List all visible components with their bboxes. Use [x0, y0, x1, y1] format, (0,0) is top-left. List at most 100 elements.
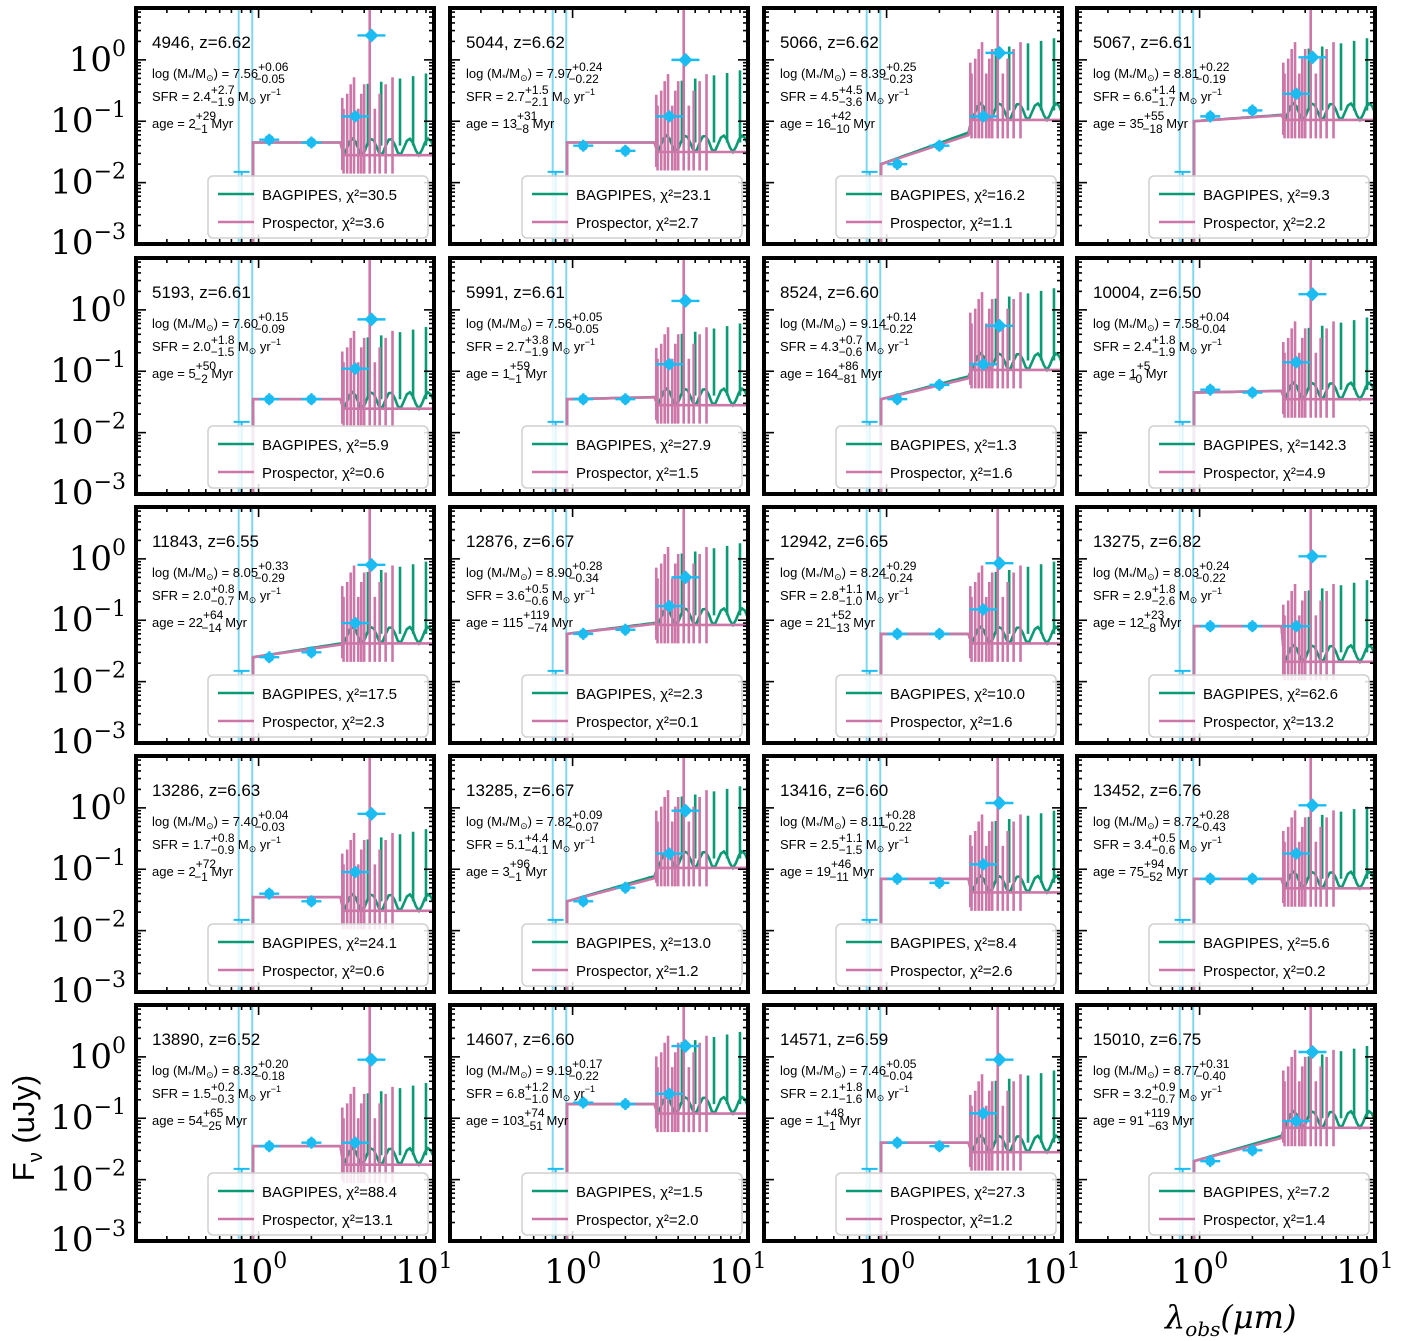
age-text: age = 1+48 −1 Myr — [780, 1106, 862, 1133]
panel-frame — [762, 6, 1064, 246]
mass-text: log (M*/M⊙) = 9.14+0.14 −0.22 — [780, 310, 917, 336]
panel-title: 5066, z=6.62 — [780, 33, 879, 52]
panel-title: 12942, z=6.65 — [780, 532, 888, 551]
photometry-point — [364, 1052, 379, 1067]
photometry-point — [978, 859, 989, 870]
photometry-point — [620, 624, 631, 635]
age-text: age = 5+50 −2 Myr — [152, 359, 234, 386]
legend-box — [1148, 674, 1370, 738]
photometry-point — [1205, 384, 1216, 395]
legend-box — [521, 175, 743, 239]
age-text: age = 115+119 −74 Myr — [466, 608, 574, 635]
sed-panel-13890: 100 10−1 10−2 10−3 100 101 13890, z=6.52 log (M… — [50, 1003, 453, 1292]
photometry-point — [892, 394, 903, 405]
sed-panel-5193: 100 10−1 10−2 10−3 5193, z=6.61 log (M*/M⊙) =… — [50, 256, 436, 513]
sed-panel-5066: 5066, z=6.62 log (M*/M⊙) = 8.39+0.25 −0.23… — [762, 6, 1064, 246]
legend: BAGPIPES, χ²=8.4 Prospector, χ²=2.6 — [835, 923, 1057, 987]
legend-bagpipes-label: BAGPIPES, χ²=7.2 — [1203, 1184, 1330, 1201]
legend-box — [207, 923, 429, 987]
panel-title: 4946, z=6.62 — [152, 33, 251, 52]
photometry-point — [1291, 1116, 1302, 1127]
y-axis-label: Fν (uJy) — [6, 1075, 47, 1181]
legend-prospector-label: Prospector, χ²=1.6 — [890, 714, 1013, 731]
photometry-point — [664, 848, 675, 859]
sed-panel-14571: 100 101 14571, z=6.59 log (M*/M⊙) = 7.46+0.… — [762, 1003, 1081, 1292]
sed-panel-11843: 100 10−1 10−2 10−3 11843, z=6.55 log (M*/M⊙) … — [50, 505, 436, 762]
sed-panel-15010: 100 101 15010, z=6.75 log (M*/M⊙) = 8.77+0.… — [1075, 1003, 1394, 1292]
prospector-spectrum — [565, 141, 748, 244]
legend-bagpipes-label: BAGPIPES, χ²=8.4 — [890, 935, 1017, 952]
photometry-point — [578, 896, 589, 907]
legend-box — [835, 923, 1057, 987]
y-tick-label: 10−2 — [50, 160, 126, 203]
legend: BAGPIPES, χ²=88.4 Prospector, χ²=13.1 — [207, 1172, 429, 1236]
sfr-text: SFR = 6.8+1.2 −1.0 M⊙ yr−1 — [466, 1080, 595, 1106]
photometry-point — [1247, 387, 1258, 398]
sfr-text: SFR = 2.4+1.8 −1.9 M⊙ yr−1 — [1093, 333, 1222, 359]
y-tick-label: 10−3 — [50, 1217, 126, 1260]
sfr-text: SFR = 2.9+1.8 −2.6 M⊙ yr−1 — [1093, 582, 1222, 608]
panel-frame — [1075, 6, 1377, 246]
legend-bagpipes-label: BAGPIPES, χ²=9.3 — [1203, 187, 1330, 204]
prospector-spectrum — [1192, 114, 1375, 244]
sfr-text: SFR = 1.7+0.8 −0.9 M⊙ yr−1 — [152, 831, 281, 857]
panel-title: 5991, z=6.61 — [466, 283, 565, 302]
photometry-point — [678, 1039, 693, 1054]
panel-title: 5067, z=6.61 — [1093, 33, 1192, 52]
legend-prospector-label: Prospector, χ²=13.2 — [1203, 714, 1334, 731]
sfr-text: SFR = 6.6+1.4 −1.7 M⊙ yr−1 — [1093, 83, 1222, 109]
legend-box — [1148, 425, 1370, 489]
legend-box — [835, 1172, 1057, 1236]
legend-prospector-label: Prospector, χ²=2.6 — [890, 963, 1013, 980]
y-tick-label: 10−3 — [50, 968, 126, 1011]
age-text: age = 19+46 −11 Myr — [780, 857, 875, 884]
photometry-point — [978, 359, 989, 370]
legend-prospector-label: Prospector, χ²=1.5 — [576, 465, 699, 482]
photometry-point — [934, 877, 945, 888]
photometry-point — [1205, 111, 1216, 122]
legend-box — [835, 425, 1057, 489]
legend-bagpipes-label: BAGPIPES, χ²=10.0 — [890, 686, 1025, 703]
legend-prospector-label: Prospector, χ²=2.7 — [576, 215, 699, 232]
plot-area — [764, 258, 1062, 494]
prospector-spectrum — [565, 866, 748, 992]
legend: BAGPIPES, χ²=30.5 Prospector, χ²=3.6 — [207, 175, 429, 239]
panel-frame — [762, 505, 1064, 745]
legend-box — [1148, 175, 1370, 239]
prospector-spectrum — [879, 118, 1062, 244]
y-tick-label: 10−1 — [50, 846, 126, 889]
legend-bagpipes-label: BAGPIPES, χ²=16.2 — [890, 187, 1025, 204]
mass-text: log (M*/M⊙) = 8.72+0.28 −0.43 — [1093, 808, 1230, 834]
photometry-point — [992, 1052, 1007, 1067]
sed-panel-10004: 10004, z=6.50 log (M*/M⊙) = 7.58+0.04 −0.0… — [1075, 256, 1377, 496]
plot-area — [764, 756, 1062, 992]
sfr-text: SFR = 2.7+1.5 −2.1 M⊙ yr−1 — [466, 83, 595, 109]
legend-bagpipes-label: BAGPIPES, χ²=13.0 — [576, 935, 711, 952]
photometry-point — [1247, 621, 1258, 632]
legend: BAGPIPES, χ²=7.2 Prospector, χ²=1.4 — [1148, 1172, 1370, 1236]
x-tick-label: 100 — [858, 1249, 915, 1292]
sfr-text: SFR = 2.4+2.7 −1.9 M⊙ yr−1 — [152, 83, 281, 109]
plot-area — [1077, 1005, 1375, 1241]
legend-box — [207, 674, 429, 738]
svg-text:λobs(μm): λobs(μm) — [1163, 1298, 1297, 1341]
sed-panel-13452: 13452, z=6.76 log (M*/M⊙) = 8.72+0.28 −0.4… — [1075, 754, 1377, 994]
mass-text: log (M*/M⊙) = 7.56+0.06 −0.05 — [152, 60, 289, 86]
photometry-point — [350, 867, 361, 878]
photometry-point — [664, 359, 675, 370]
legend: BAGPIPES, χ²=1.5 Prospector, χ²=2.0 — [521, 1172, 743, 1236]
plot-area — [136, 756, 434, 992]
photometry-point — [306, 394, 317, 405]
photometry-point — [978, 604, 989, 615]
prospector-spectrum — [565, 622, 748, 743]
y-tick-label: 10−2 — [50, 1157, 126, 1200]
prospector-spectrum — [251, 895, 434, 992]
mass-text: log (M*/M⊙) = 8.11+0.28 −0.22 — [780, 808, 916, 834]
legend-box — [207, 175, 429, 239]
legend-box — [521, 1172, 743, 1236]
